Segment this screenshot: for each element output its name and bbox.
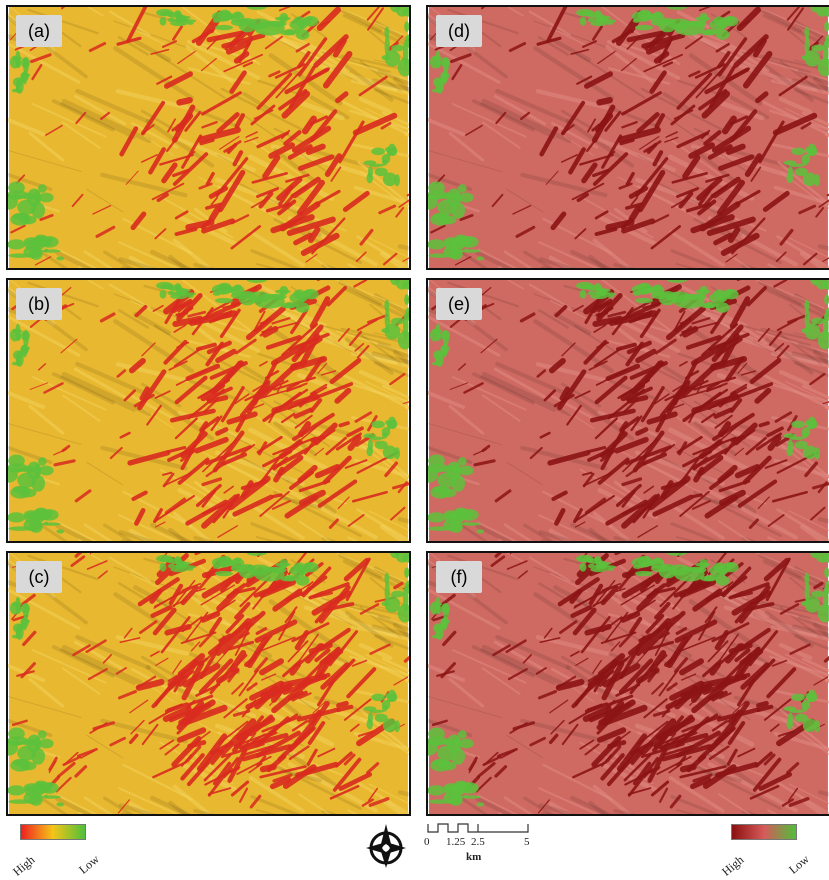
- panel-label-c: (c): [16, 561, 62, 593]
- map-e: [428, 280, 829, 541]
- map-panel-f: (f): [426, 551, 829, 816]
- legend-right-high: High: [719, 853, 747, 880]
- panel-label-a: (a): [16, 15, 62, 47]
- panel-label-f: (f): [436, 561, 482, 593]
- map-a: [8, 7, 409, 268]
- panel-label-d: (d): [436, 15, 482, 47]
- scale-tick-5: 5: [524, 836, 530, 848]
- compass-north-arrow-icon: [362, 822, 410, 870]
- map-panel-b: (b): [6, 278, 411, 543]
- map-panel-e: (e): [426, 278, 829, 543]
- panel-label-b: (b): [16, 288, 62, 320]
- map-c: [8, 553, 409, 814]
- legend-right-gradient: [731, 824, 797, 840]
- map-panel-d: (d): [426, 5, 829, 270]
- scale-tick-1-25: 1.25: [446, 836, 465, 848]
- map-panel-c: (c): [6, 551, 411, 816]
- map-f: [428, 553, 829, 814]
- legend-left-high: High: [10, 853, 38, 880]
- map-d: [428, 7, 829, 268]
- panel-label-e: (e): [436, 288, 482, 320]
- scale-tick-2-5: 2.5: [471, 836, 485, 848]
- scale-unit: km: [466, 851, 481, 863]
- scale-tick-0: 0: [424, 836, 430, 848]
- map-panel-a: (a): [6, 5, 411, 270]
- legend-left-gradient: [20, 824, 86, 840]
- map-b: [8, 280, 409, 541]
